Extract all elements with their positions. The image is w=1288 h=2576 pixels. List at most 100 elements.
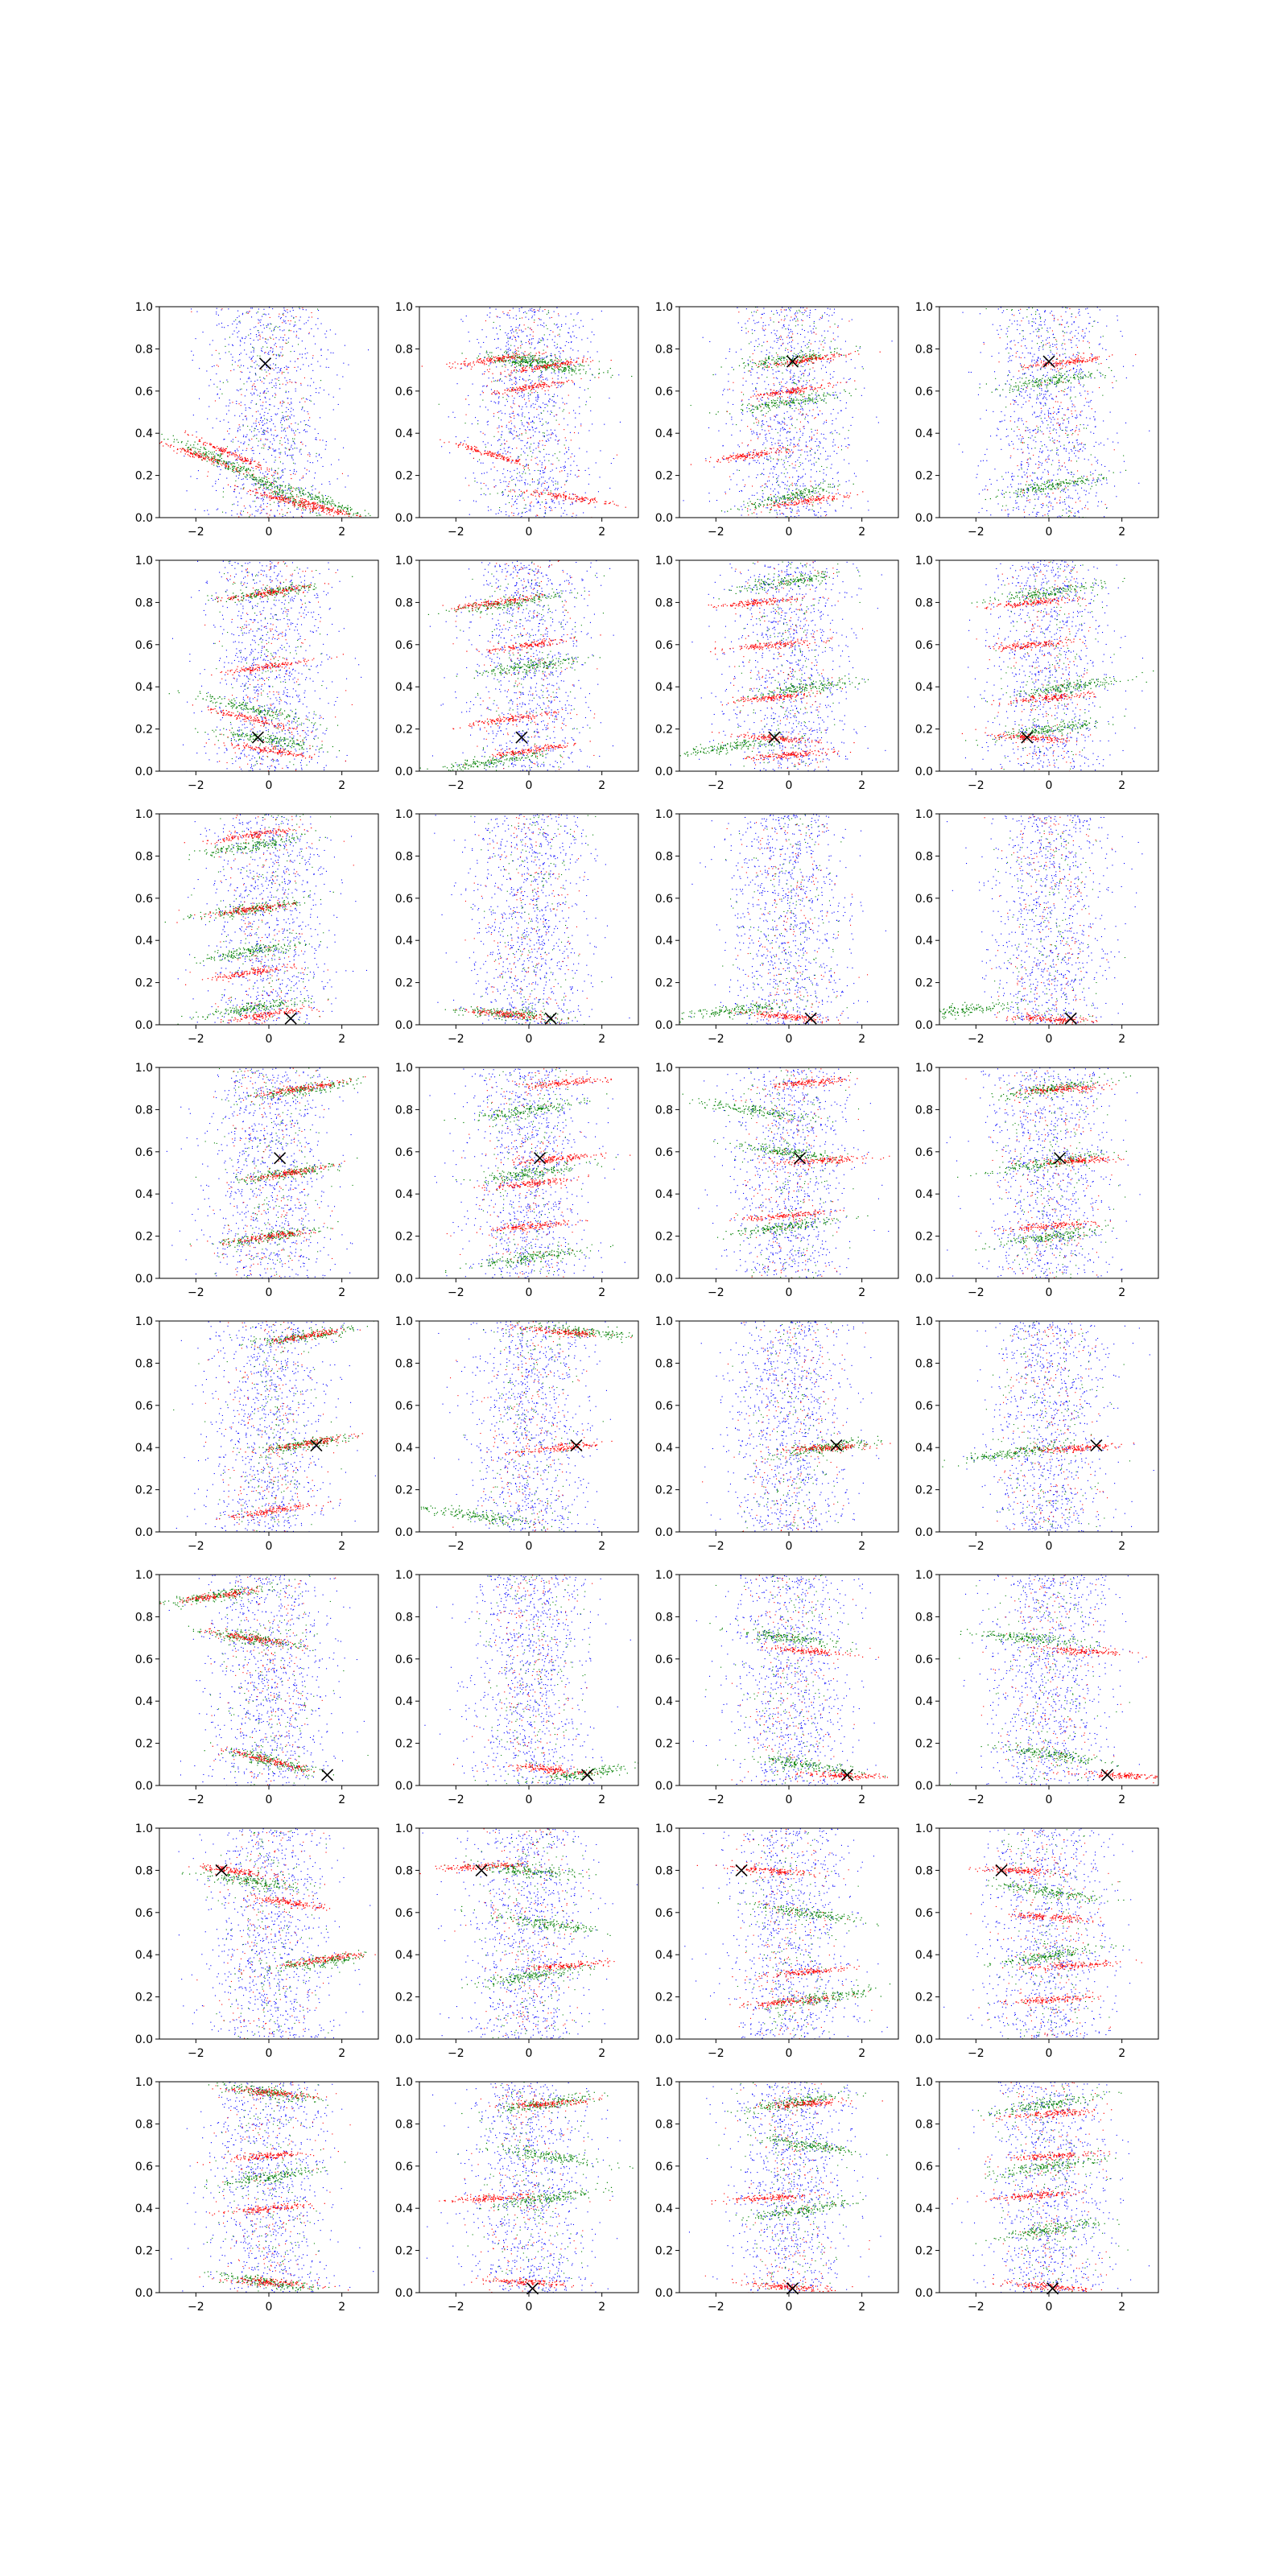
point-blue bbox=[832, 442, 833, 443]
point-blue bbox=[496, 309, 497, 310]
point-blue bbox=[264, 432, 265, 433]
point-green bbox=[220, 455, 221, 456]
point-green bbox=[231, 463, 232, 464]
point-blue bbox=[805, 473, 806, 474]
point-red bbox=[517, 354, 518, 355]
point-blue bbox=[274, 450, 275, 451]
point-red bbox=[322, 508, 323, 509]
point-blue bbox=[532, 481, 533, 482]
point-red bbox=[523, 367, 524, 368]
point-green bbox=[270, 338, 271, 339]
point-blue bbox=[311, 493, 312, 494]
point-red bbox=[472, 448, 473, 449]
point-red bbox=[505, 360, 506, 361]
point-green bbox=[255, 495, 256, 496]
point-red bbox=[551, 493, 552, 494]
point-red bbox=[476, 449, 477, 450]
point-green bbox=[242, 463, 243, 464]
point-blue bbox=[256, 426, 257, 427]
point-red bbox=[282, 372, 283, 373]
point-blue bbox=[564, 453, 565, 454]
point-red bbox=[185, 451, 186, 452]
point-blue bbox=[552, 339, 553, 340]
point-blue bbox=[260, 414, 261, 415]
point-blue bbox=[260, 380, 261, 381]
point-red bbox=[464, 363, 465, 364]
point-blue bbox=[273, 423, 274, 424]
point-green bbox=[528, 464, 529, 465]
point-red bbox=[277, 378, 278, 379]
point-green bbox=[519, 361, 520, 362]
point-green bbox=[548, 460, 549, 461]
point-green bbox=[569, 368, 570, 369]
point-blue bbox=[262, 473, 263, 474]
point-blue bbox=[313, 382, 314, 383]
point-red bbox=[301, 478, 302, 479]
point-blue bbox=[777, 480, 778, 481]
point-blue bbox=[311, 497, 312, 498]
point-red bbox=[209, 443, 210, 444]
point-blue bbox=[238, 456, 239, 457]
point-red bbox=[573, 498, 574, 499]
point-blue bbox=[797, 444, 798, 445]
point-red bbox=[475, 447, 476, 448]
point-red bbox=[205, 442, 206, 443]
point-red bbox=[551, 382, 552, 383]
point-green bbox=[564, 367, 565, 368]
point-blue bbox=[261, 418, 262, 419]
point-green bbox=[514, 364, 515, 365]
point-green bbox=[338, 506, 339, 507]
point-blue bbox=[260, 506, 261, 507]
point-red bbox=[228, 456, 229, 457]
point-blue bbox=[290, 512, 291, 513]
point-blue bbox=[309, 400, 310, 401]
point-green bbox=[262, 481, 263, 482]
point-blue bbox=[221, 323, 222, 324]
point-blue bbox=[752, 495, 753, 496]
point-blue bbox=[251, 316, 252, 317]
point-blue bbox=[545, 510, 546, 511]
point-blue bbox=[468, 437, 469, 438]
point-green bbox=[603, 372, 604, 373]
point-green bbox=[534, 355, 535, 356]
point-green bbox=[260, 487, 261, 488]
point-red bbox=[222, 451, 223, 452]
point-red bbox=[582, 359, 583, 360]
point-blue bbox=[578, 470, 579, 471]
point-green bbox=[246, 476, 247, 477]
point-red bbox=[535, 390, 536, 391]
point-blue bbox=[314, 477, 315, 478]
point-blue bbox=[266, 343, 267, 344]
point-blue bbox=[477, 461, 478, 462]
point-green bbox=[214, 457, 215, 458]
point-red bbox=[280, 488, 281, 489]
point-blue bbox=[279, 388, 280, 389]
point-green bbox=[369, 515, 370, 516]
point-red bbox=[496, 455, 497, 456]
point-blue bbox=[546, 454, 547, 455]
point-red bbox=[291, 491, 292, 492]
point-blue bbox=[261, 498, 262, 499]
point-green bbox=[501, 437, 502, 438]
point-blue bbox=[792, 503, 793, 504]
point-blue bbox=[236, 476, 237, 477]
point-blue bbox=[242, 338, 243, 339]
point-blue bbox=[240, 323, 241, 324]
point-red bbox=[553, 494, 554, 495]
point-blue bbox=[835, 444, 836, 445]
point-blue bbox=[226, 380, 227, 381]
point-green bbox=[506, 352, 507, 353]
point-blue bbox=[584, 500, 585, 501]
point-blue bbox=[255, 389, 256, 390]
point-red bbox=[285, 343, 286, 344]
point-red bbox=[514, 463, 515, 464]
point-red bbox=[533, 491, 534, 492]
point-red bbox=[283, 499, 284, 500]
point-green bbox=[294, 498, 295, 499]
point-green bbox=[190, 444, 191, 445]
point-red bbox=[221, 308, 222, 309]
point-green bbox=[214, 458, 215, 459]
point-red bbox=[514, 358, 515, 359]
point-blue bbox=[306, 309, 307, 310]
point-blue bbox=[791, 341, 792, 342]
